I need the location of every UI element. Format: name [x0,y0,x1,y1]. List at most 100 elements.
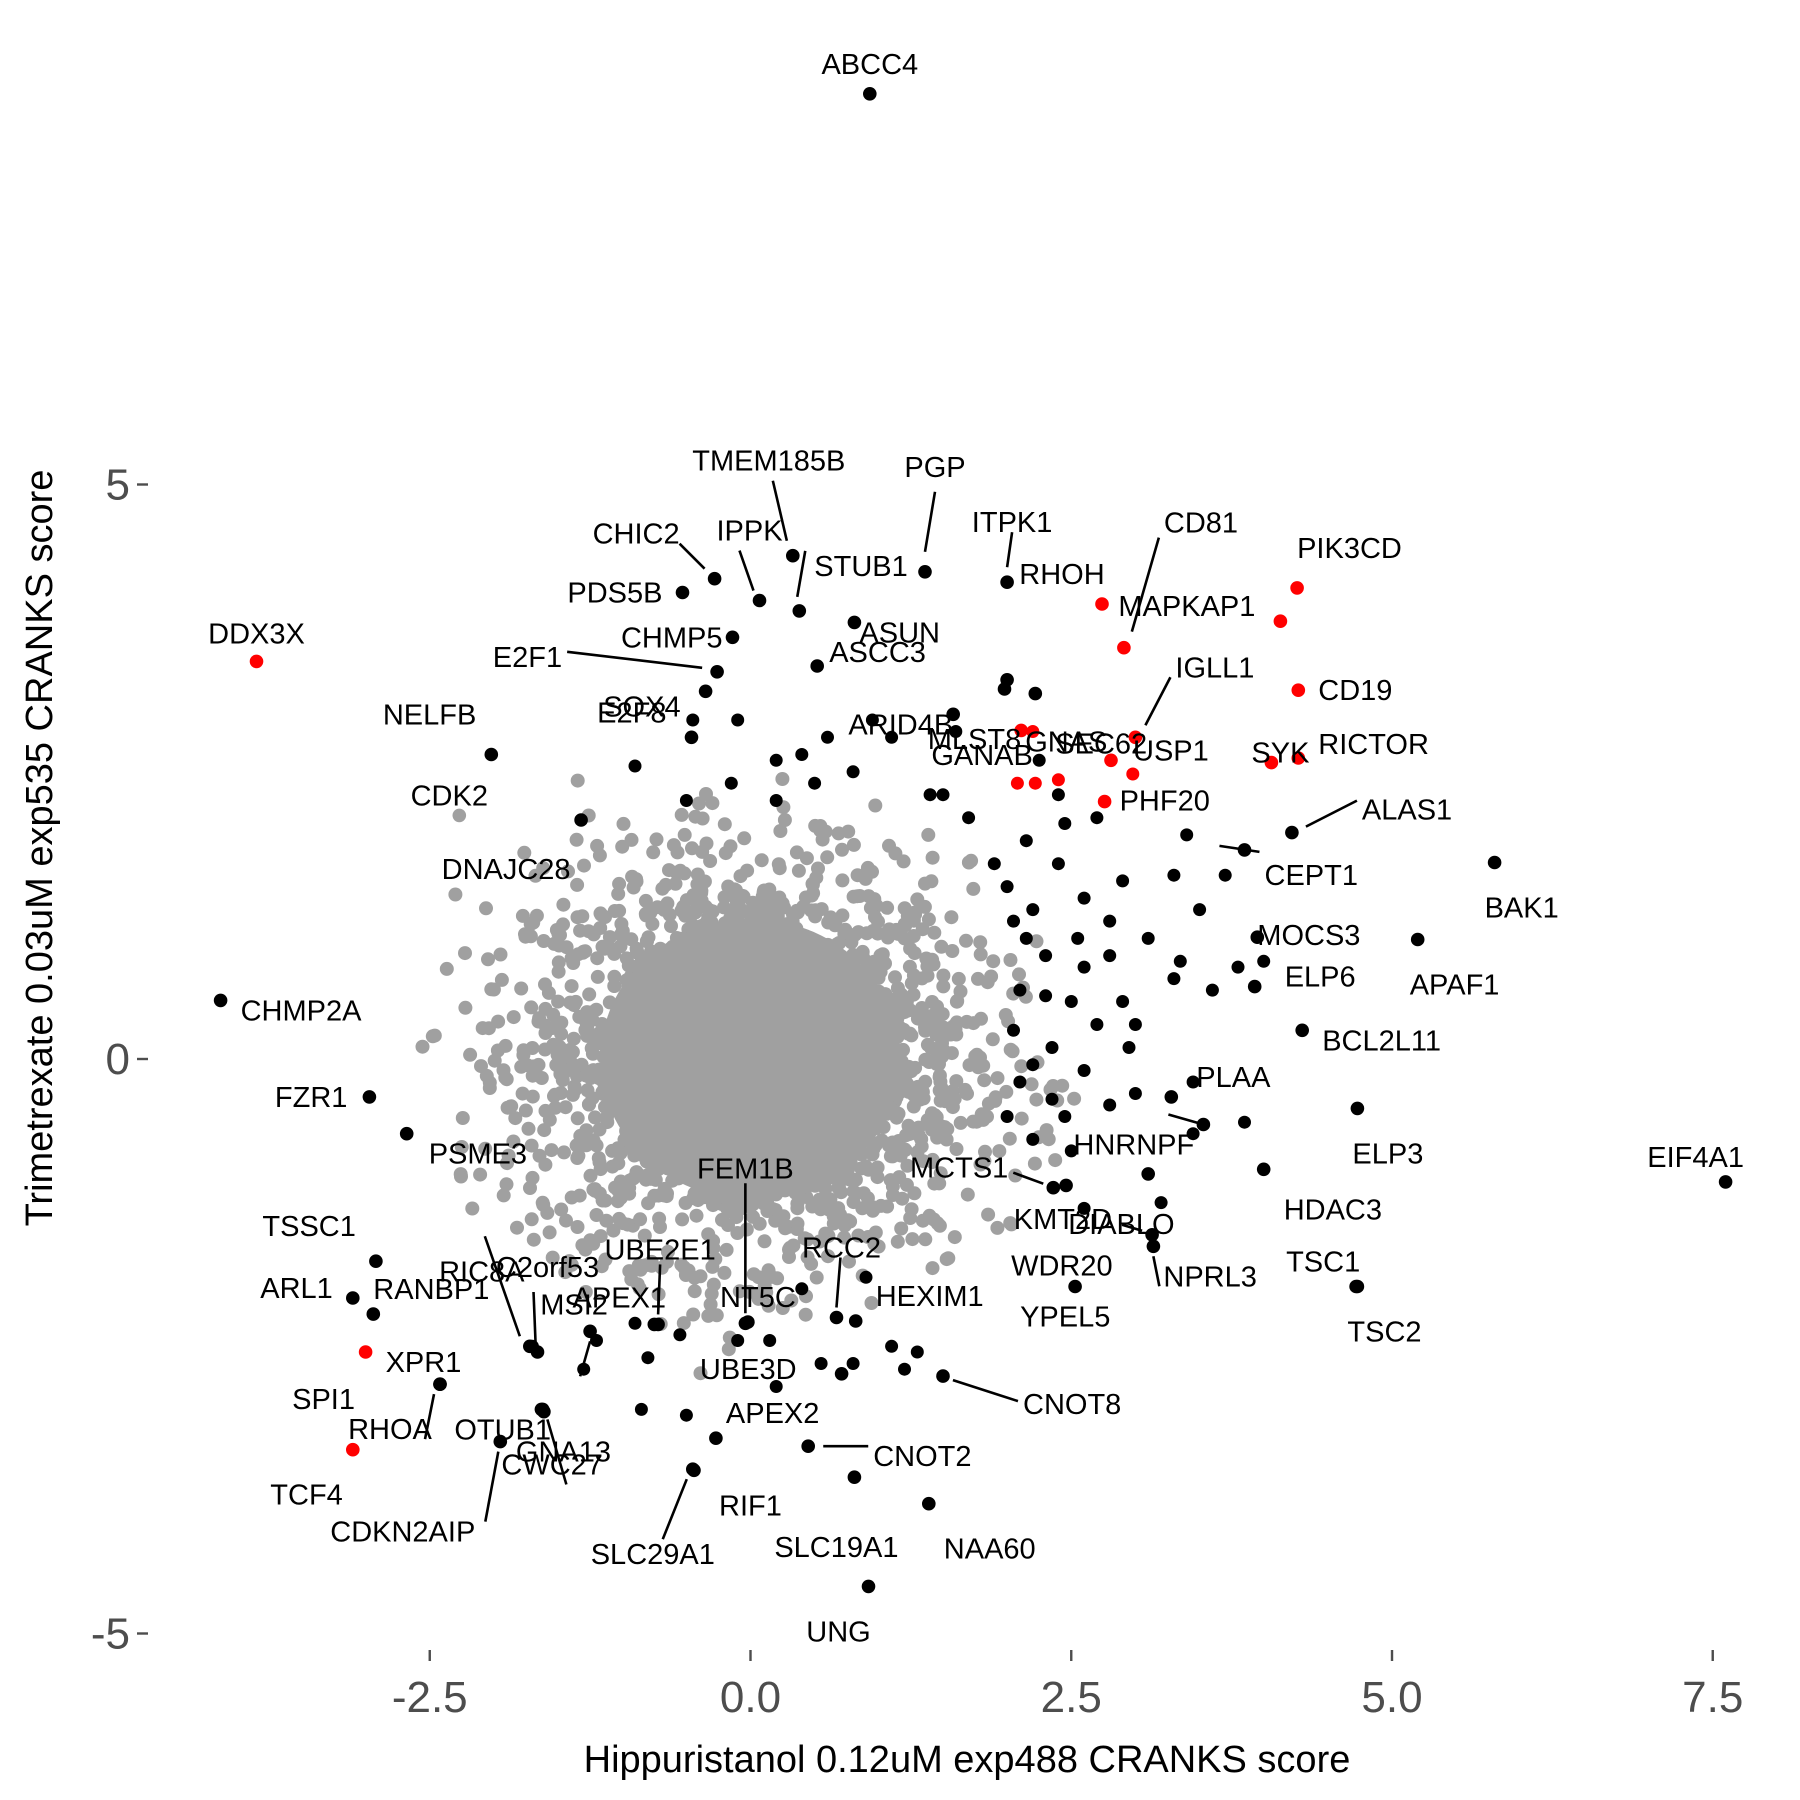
significant-point [1058,817,1072,830]
background-point [820,850,835,865]
leader-e2f1 [566,650,703,670]
background-point [846,889,861,904]
leader-itpk1 [1005,531,1014,568]
background-point [933,1166,948,1181]
label-usp1: USP1 [1133,735,1209,767]
background-point [526,1232,541,1247]
significant-point [769,1380,783,1393]
background-point [551,964,566,979]
background-point [903,1211,918,1225]
highlighted-point [1026,725,1040,738]
background-point [1012,967,1026,982]
label-hnrnpf: HNRNPF [1073,1130,1194,1162]
label-cd81: CD81 [1164,508,1238,540]
y-tick-label: 0 [106,1035,130,1084]
background-point [754,853,769,868]
y-tick-label: -5 [91,1610,130,1659]
background-point [564,1257,579,1272]
significant-point [1205,983,1219,997]
background-point [487,1053,502,1068]
point-rcc2 [829,1310,844,1325]
background-point [486,982,501,997]
significant-point [1026,903,1040,917]
leader-ube2e1 [656,1264,662,1315]
background-point [481,952,495,967]
label-chmp2a: CHMP2A [241,995,363,1027]
background-point [844,935,859,950]
point-nprl3 [1146,1239,1161,1254]
significant-point [1103,1098,1117,1112]
background-point [564,1190,579,1205]
background-point [708,1252,723,1266]
significant-point [1218,868,1232,882]
significant-point [1013,1075,1027,1089]
background-point [1008,1168,1023,1183]
background-point [448,887,463,902]
point-kmt2d [1145,1228,1159,1242]
background-point [689,1208,704,1223]
background-point [920,959,935,974]
label-e2f8: E2F8 [597,697,666,729]
x-tick-label: -2.5 [392,1673,468,1722]
background-point [493,947,508,962]
label-ganab: GANAB [931,740,1033,772]
background-point [903,941,918,956]
leader-rcc2 [835,1257,842,1308]
background-point [637,1228,652,1243]
label-nelfb: NELFB [383,700,476,732]
background-point [687,1270,702,1285]
label-cwc27: CWC27 [501,1449,603,1481]
background-point [915,1213,930,1228]
background-point [624,832,639,847]
background-point [556,897,571,912]
label-apaf1: APAF1 [1410,970,1500,1002]
background-point [894,1221,909,1236]
significant-point [1116,874,1130,888]
background-point [885,1179,900,1194]
leader-stub1 [795,550,807,598]
background-point [874,1198,888,1213]
x-tick-label: 5.0 [1361,1673,1422,1722]
background-point [583,1168,598,1183]
background-point [458,946,472,961]
background-point [521,1121,536,1136]
background-point [866,1141,881,1156]
background-point [697,874,712,889]
background-point [875,947,890,962]
background-point [496,1063,511,1078]
point-nelfb [484,747,499,762]
background-point [761,1298,776,1313]
label-wdr20: WDR20 [1011,1250,1113,1282]
background-point [813,819,828,833]
point-mcts1 [1046,1180,1061,1195]
point-chmp5 [725,630,740,645]
x-axis-title: Hippuristanol 0.12uM exp488 CRANKS score [584,1739,1351,1781]
label-pik3cd: PIK3CD [1297,533,1402,565]
background-point [820,1200,835,1215]
background-point [936,979,951,994]
background-point [540,1205,555,1220]
x-tick-label: 2.5 [1041,1673,1102,1722]
background-point [588,1110,602,1125]
background-point [526,915,541,930]
label-gna13: GNA13 [516,1437,611,1469]
label-ranbp1: RANBP1 [373,1274,489,1306]
background-point [815,832,830,847]
background-point [624,932,639,947]
background-point [594,1259,609,1274]
background-point [1027,1156,1042,1171]
background-point [990,1071,1005,1086]
background-point [524,1000,539,1015]
significant-point [1071,931,1085,945]
background-point [941,1251,956,1266]
background-point [514,981,529,996]
background-point [776,1209,791,1224]
background-point [977,1073,992,1088]
point-chic2 [707,571,722,586]
background-point [600,1115,615,1130]
label-eif4a1: EIF4A1 [1647,1142,1744,1174]
highlighted-point [1126,767,1140,781]
leader-igll1 [1144,676,1172,726]
label-tsc2: TSC2 [1347,1317,1421,1349]
